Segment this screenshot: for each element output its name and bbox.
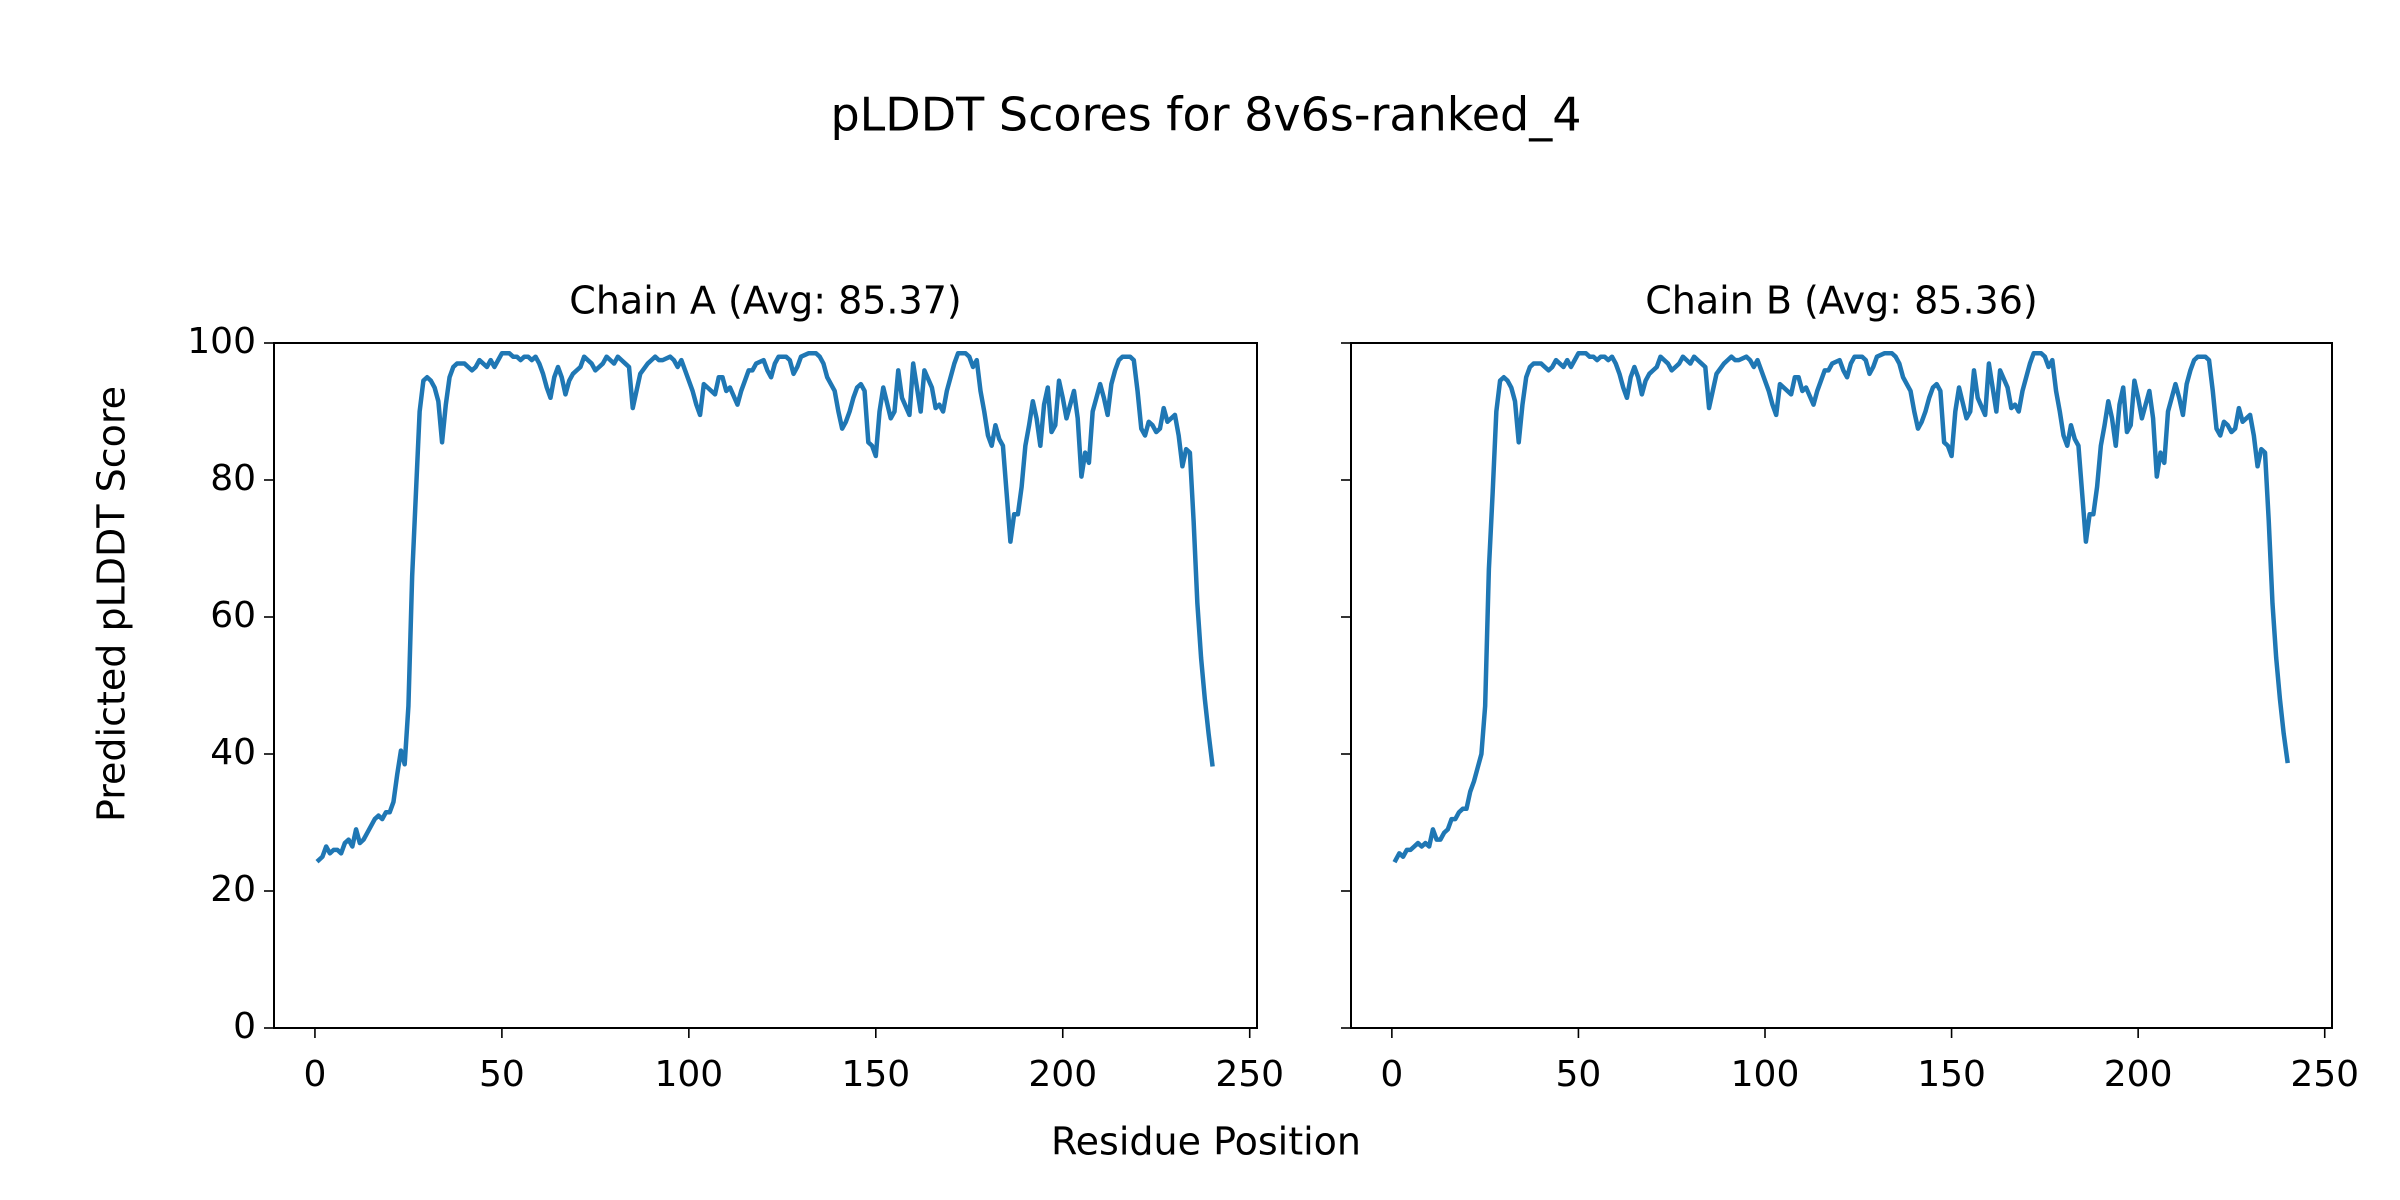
x-tick-label: 100 <box>654 1054 723 1095</box>
x-tick-label: 100 <box>1731 1054 1800 1095</box>
y-tick-label: 60 <box>210 595 256 636</box>
x-tick-label: 50 <box>479 1054 525 1095</box>
data-line <box>315 351 1215 864</box>
y-tick-label: 40 <box>210 732 256 773</box>
y-tick-label: 80 <box>210 458 256 499</box>
x-axis-label: Residue Position <box>1051 1120 1361 1164</box>
x-tick-label: 150 <box>1917 1054 1986 1095</box>
data-line <box>1392 351 2290 864</box>
subplot-title: Chain B (Avg: 85.36) <box>1645 279 2037 323</box>
y-tick-label: 100 <box>187 321 256 362</box>
x-tick-label: 50 <box>1556 1054 1602 1095</box>
x-tick-label: 250 <box>2290 1054 2359 1095</box>
y-tick-label: 20 <box>210 869 256 910</box>
x-tick-label: 200 <box>1028 1054 1097 1095</box>
axes-frame <box>273 342 1258 1029</box>
x-tick-label: 200 <box>2104 1054 2173 1095</box>
x-tick-label: 0 <box>303 1054 326 1095</box>
x-tick-label: 0 <box>1380 1054 1403 1095</box>
y-axis-label: Predicted pLDDT Score <box>90 386 134 822</box>
figure-title: pLDDT Scores for 8v6s-ranked_4 <box>830 88 1581 142</box>
x-tick-label: 250 <box>1215 1054 1284 1095</box>
x-tick-label: 150 <box>841 1054 910 1095</box>
y-tick-label: 0 <box>233 1006 256 1047</box>
subplot-title: Chain A (Avg: 85.37) <box>569 279 961 323</box>
axes-frame <box>1350 342 2333 1029</box>
